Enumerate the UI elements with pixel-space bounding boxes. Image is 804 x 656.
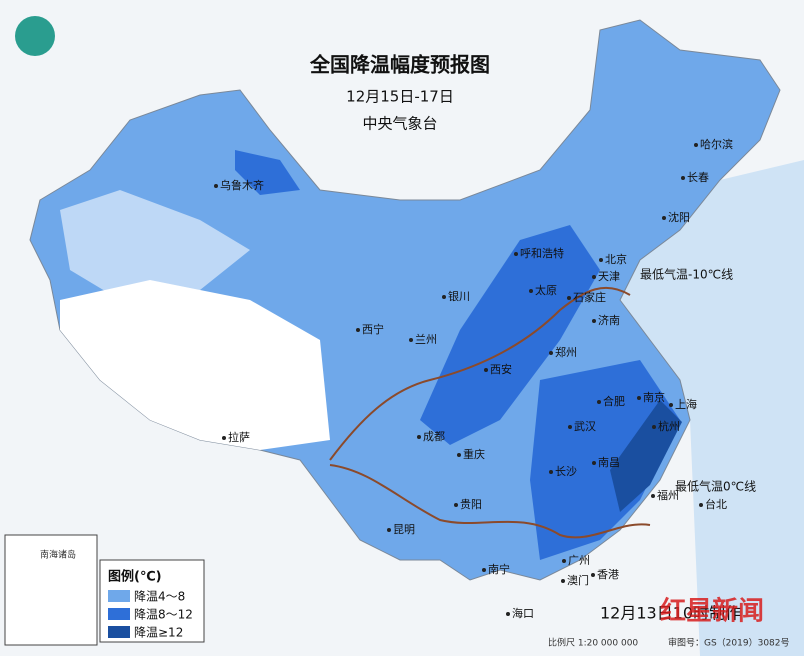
issued-time: 12月13日10时制作 [600, 604, 741, 623]
city-label: 西安 [490, 362, 512, 376]
cooling-8-12-area [420, 225, 600, 445]
city-label: 西宁 [362, 322, 384, 336]
city-dot [484, 368, 488, 372]
legend-swatch [108, 608, 130, 620]
inset-map [4, 534, 98, 646]
city-label: 合肥 [603, 394, 625, 408]
city-dot [652, 425, 656, 429]
city-label: 贵阳 [460, 498, 482, 511]
city-dot [506, 612, 510, 616]
sea [620, 160, 804, 656]
city-label: 沈阳 [668, 210, 690, 224]
city-dot [549, 470, 553, 474]
city-dot [599, 258, 603, 262]
no-cooling-area [60, 190, 250, 300]
city-dot [681, 176, 685, 180]
city-label: 海口 [512, 606, 534, 620]
city-label: 澳门 [567, 573, 589, 587]
isotherm-0-line [329, 464, 651, 539]
city-dot [387, 528, 391, 532]
city-dot [214, 184, 218, 188]
city-dot [442, 295, 446, 299]
city-dot [651, 494, 655, 498]
city-dot [694, 143, 698, 147]
city-label: 银川 [448, 289, 470, 303]
issuer: 中央气象台 [362, 115, 437, 133]
city-dot [597, 400, 601, 404]
city-label: 呼和浩特 [520, 246, 564, 260]
city-dot [222, 436, 226, 440]
legend-item: 降温≥12 [134, 626, 183, 640]
city-dot [457, 453, 461, 457]
scale: 比例尺 1:20 000 000 [548, 637, 638, 649]
city-label: 南京 [643, 390, 665, 404]
city-label: 天津 [598, 270, 620, 283]
city-label: 成都 [423, 430, 445, 443]
city-label: 长沙 [555, 465, 577, 478]
cooling-12-area [610, 400, 682, 512]
watermark: 红星新闻 [660, 596, 764, 627]
city-dot [454, 503, 458, 507]
city-label: 武汉 [574, 420, 596, 433]
city-label: 拉萨 [228, 430, 250, 444]
city-dot [567, 296, 571, 300]
legend-item: 降温4～8 [134, 590, 185, 604]
city-label: 济南 [598, 313, 620, 327]
legend-item: 降温8～12 [134, 608, 193, 622]
city-label: 兰州 [415, 333, 437, 346]
city-label: 哈尔滨 [700, 137, 733, 151]
legend-swatch [108, 626, 130, 638]
city-label: 台北 [705, 497, 727, 511]
city-dot [356, 328, 360, 332]
city-dot [669, 403, 673, 407]
city-dot [529, 289, 533, 293]
isotherm-label: 最低气温-10℃线 [640, 267, 733, 282]
city-dot [699, 503, 703, 507]
city-label: 杭州 [658, 419, 680, 433]
logo [15, 16, 55, 56]
city-dot [417, 435, 421, 439]
city-label: 南昌 [598, 456, 620, 469]
isotherm-label: 最低气温0℃线 [675, 479, 756, 494]
city-label: 重庆 [463, 447, 485, 461]
city-dot [562, 559, 566, 563]
city-label: 郑州 [555, 345, 577, 359]
map-approval: 审图号：GS（2019）3082号 [668, 637, 790, 649]
city-dot [591, 573, 595, 577]
city-dot [549, 351, 553, 355]
city-label: 福州 [657, 488, 679, 502]
date-range: 12月15日-17日 [346, 88, 454, 106]
city-label: 广州 [568, 554, 590, 567]
city-dot [637, 396, 641, 400]
city-label: 香港 [597, 568, 619, 581]
city-label: 南宁 [488, 562, 510, 576]
city-label: 长春 [687, 171, 709, 184]
legend-title: 图例(℃) [108, 569, 162, 585]
city-label: 乌鲁木齐 [220, 178, 264, 192]
title: 全国降温幅度预报图 [309, 53, 490, 77]
city-dot [409, 338, 413, 342]
city-dot [514, 252, 518, 256]
city-label: 上海 [675, 397, 697, 411]
city-dot [662, 216, 666, 220]
legend-swatch [108, 590, 130, 602]
city-dot [592, 319, 596, 323]
city-dot [592, 461, 596, 465]
city-dot [568, 425, 572, 429]
city-label: 太原 [535, 284, 557, 297]
city-dot [561, 579, 565, 583]
city-dot [482, 568, 486, 572]
cooling-8-12-area [530, 360, 680, 560]
inset-label: 南海诸岛 [40, 549, 76, 561]
city-label: 石家庄 [573, 290, 606, 304]
city-dot [592, 275, 596, 279]
no-cooling-area [60, 280, 330, 450]
city-label: 北京 [605, 252, 627, 266]
city-label: 昆明 [393, 523, 415, 536]
isotherm-minus10-line [329, 286, 631, 461]
cooling-8-12-area [235, 150, 300, 195]
